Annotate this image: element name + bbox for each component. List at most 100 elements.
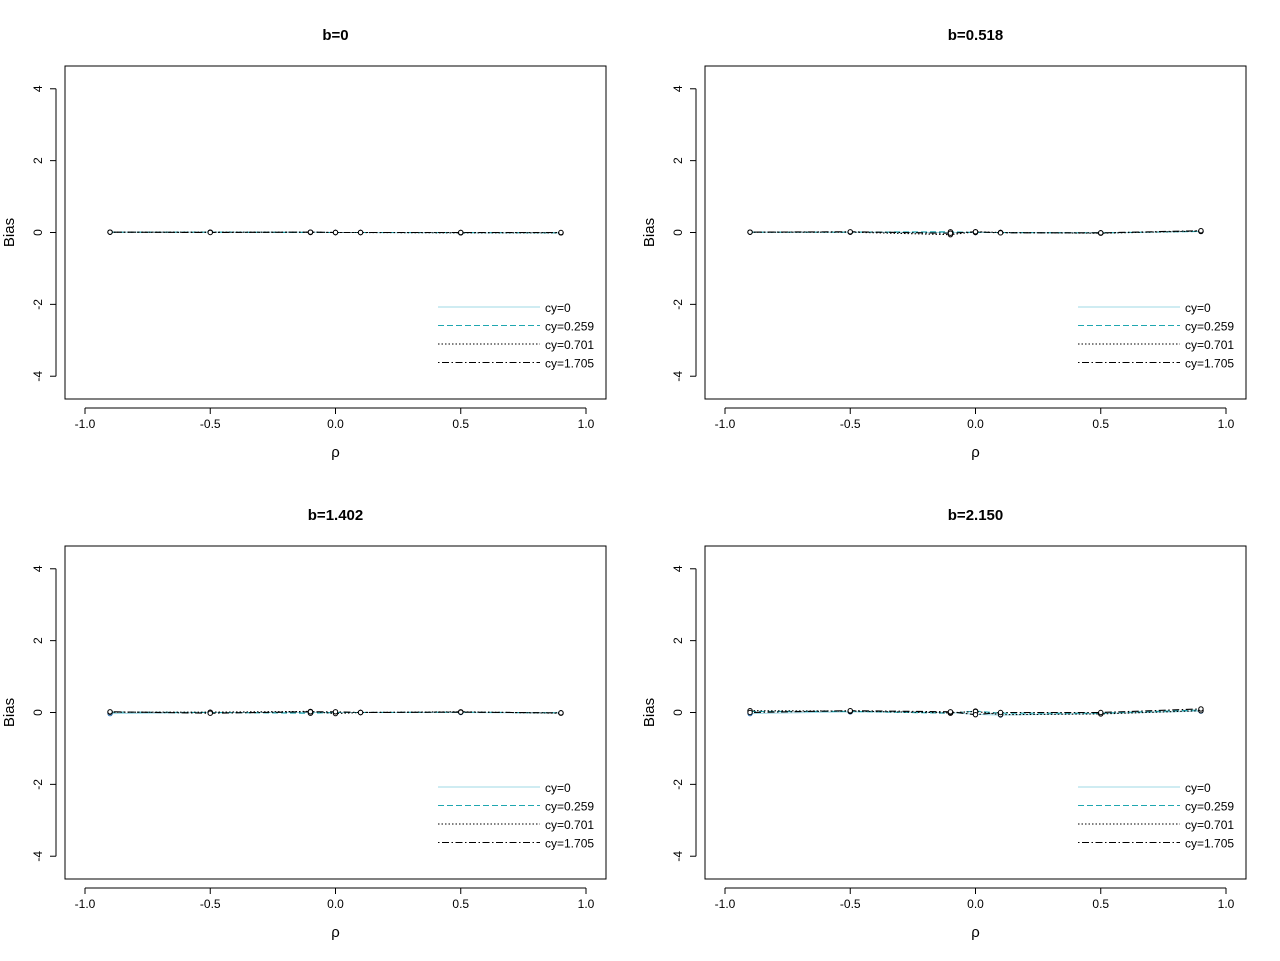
data-point — [1098, 230, 1104, 236]
y-tick-label: 2 — [31, 637, 45, 644]
data-point — [458, 229, 464, 236]
x-tick-label: 1.0 — [578, 897, 595, 911]
y-tick-label: -4 — [31, 371, 45, 382]
data-point — [207, 710, 213, 716]
data-point — [847, 708, 853, 714]
data-point — [847, 229, 853, 235]
data-point — [1098, 709, 1104, 716]
y-axis-label: Bias — [1, 698, 18, 727]
x-tick-label: -0.5 — [840, 417, 861, 431]
chart-title: b=2.150 — [948, 507, 1003, 524]
data-point — [107, 709, 113, 715]
data-point — [947, 230, 954, 236]
data-point — [558, 229, 564, 236]
x-tick-label: 0.0 — [327, 897, 344, 911]
data-point — [458, 709, 464, 715]
legend-label: cy=0.701 — [1185, 818, 1234, 832]
plot-frame — [704, 545, 1247, 880]
data-point — [997, 230, 1004, 236]
y-axis-label: Bias — [641, 218, 658, 247]
x-axis-label: ρ — [331, 924, 340, 941]
chart-panel-3: b=1.402 -1.0 -0.5 0.0 0.5 1.0 -4 -2 0 2 4 ρ Bias cy=0… — [1, 507, 607, 941]
data-point — [747, 229, 753, 235]
data-point — [1198, 228, 1204, 234]
x-tick-label: 0.5 — [1092, 897, 1109, 911]
x-tick-label: 0.5 — [452, 417, 469, 431]
plot-frame — [64, 545, 607, 880]
y-tick-label: -2 — [671, 779, 685, 790]
y-tick-label: 2 — [671, 157, 685, 164]
y-tick-label: 0 — [31, 709, 45, 716]
x-tick-label: 0.0 — [967, 897, 984, 911]
data-point — [107, 229, 113, 235]
plot-frame — [64, 65, 607, 400]
data-point — [332, 229, 339, 236]
data-point — [558, 710, 564, 716]
data-point — [357, 229, 364, 236]
legend-label: cy=0.701 — [1185, 338, 1234, 352]
y-tick-label: 0 — [31, 229, 45, 236]
x-axis-label: ρ — [331, 444, 340, 461]
legend-label: cy=0.701 — [545, 818, 594, 832]
y-tick-label: 4 — [31, 85, 45, 92]
y-tick-label: 4 — [671, 85, 685, 92]
data-point — [357, 709, 364, 716]
plot-frame — [704, 65, 1247, 400]
legend-label: cy=0.259 — [545, 320, 594, 334]
x-tick-label: 0.5 — [452, 897, 469, 911]
legend-label: cy=0 — [545, 301, 571, 315]
y-axis-label: Bias — [641, 698, 658, 727]
legend-label: cy=1.705 — [1185, 357, 1234, 371]
legend-label: cy=0 — [1185, 781, 1211, 795]
x-axis-label: ρ — [971, 444, 980, 461]
y-tick-label: -4 — [671, 851, 685, 862]
legend-label: cy=0.259 — [545, 800, 594, 814]
x-axis-label: ρ — [971, 924, 980, 941]
x-tick-label: 1.0 — [578, 417, 595, 431]
y-tick-label: -2 — [31, 299, 45, 310]
data-point — [947, 709, 954, 715]
legend-label: cy=0 — [1185, 301, 1211, 315]
y-tick-label: -2 — [31, 779, 45, 790]
legend-label: cy=0.259 — [1185, 800, 1234, 814]
y-tick-label: 2 — [31, 157, 45, 164]
y-tick-label: 0 — [671, 229, 685, 236]
y-tick-label: 4 — [671, 565, 685, 572]
x-tick-label: 0.5 — [1092, 417, 1109, 431]
x-tick-label: -1.0 — [715, 897, 736, 911]
y-tick-label: -4 — [671, 371, 685, 382]
data-point — [972, 711, 979, 718]
x-tick-label: -1.0 — [75, 897, 96, 911]
data-point — [207, 229, 213, 236]
y-tick-label: 0 — [671, 709, 685, 716]
y-tick-label: -2 — [671, 299, 685, 310]
chart-title: b=0 — [322, 27, 348, 44]
x-tick-label: -1.0 — [75, 417, 96, 431]
x-tick-label: 1.0 — [1218, 417, 1235, 431]
y-tick-label: -4 — [31, 851, 45, 862]
chart-title: b=1.402 — [308, 507, 363, 524]
data-point — [1198, 706, 1204, 712]
x-tick-label: -0.5 — [200, 897, 221, 911]
data-point — [307, 709, 314, 715]
chart-title: b=0.518 — [948, 27, 1003, 44]
legend-label: cy=0.259 — [1185, 320, 1234, 334]
legend-label: cy=1.705 — [1185, 837, 1234, 851]
x-tick-label: -1.0 — [715, 417, 736, 431]
x-tick-label: 0.0 — [967, 417, 984, 431]
data-point — [332, 709, 339, 715]
y-tick-label: 2 — [671, 637, 685, 644]
chart-panel-2: b=0.518 -1.0 -0.5 0.0 0.5 1.0 -4 -2 0 2 4 ρ Bias cy=0… — [641, 27, 1247, 461]
chart-panel-4: b=2.150 -1.0 -0.5 0.0 0.5 1.0 -4 -2 0 2 4 ρ Bias cy=0… — [641, 507, 1247, 941]
data-point — [307, 229, 314, 235]
x-tick-label: -0.5 — [200, 417, 221, 431]
x-tick-label: 1.0 — [1218, 897, 1235, 911]
data-point — [972, 229, 979, 235]
data-point — [747, 709, 753, 716]
legend-label: cy=0 — [545, 781, 571, 795]
y-tick-label: 4 — [31, 565, 45, 572]
x-tick-label: -0.5 — [840, 897, 861, 911]
data-point — [997, 709, 1004, 716]
legend-label: cy=1.705 — [545, 837, 594, 851]
